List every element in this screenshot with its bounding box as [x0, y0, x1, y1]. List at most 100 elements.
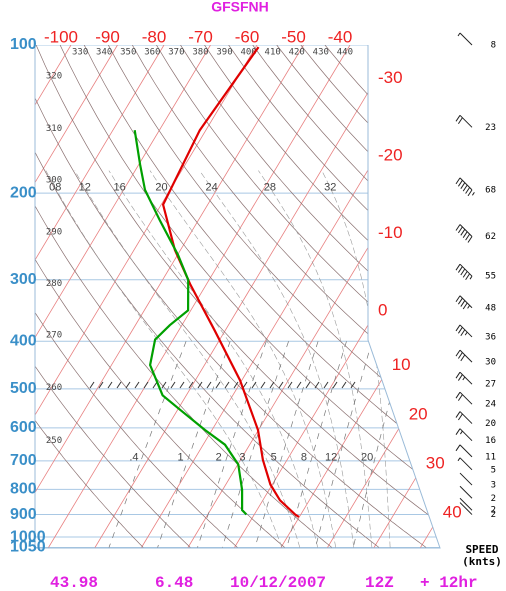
mixing-ratio-label: 2: [216, 452, 222, 464]
footer-time: 12Z: [365, 574, 394, 591]
dry-adiabat-label: 350: [120, 48, 136, 58]
dry-adiabat: [35, 45, 238, 548]
moist-adiabat: [199, 170, 355, 548]
barb-staff: [459, 497, 473, 511]
temperature-label: -60: [235, 27, 260, 46]
barb-feather: [457, 413, 463, 421]
isotherm: [35, 45, 165, 548]
barb-feather: [455, 324, 461, 332]
isotherm: [35, 45, 304, 548]
dry-adiabat: [131, 45, 440, 548]
pressure-label: 100: [10, 36, 37, 53]
dry-adiabat-label: 380: [192, 48, 208, 58]
wind-speed-label: 55: [485, 272, 496, 282]
wind-speed-label: 36: [485, 332, 496, 342]
footer-value: 43.98: [50, 574, 98, 591]
barb-feather: [457, 117, 463, 125]
temperature-label: 20: [409, 404, 428, 423]
temperature-label: -80: [142, 27, 167, 46]
sounding-line: [133, 130, 248, 516]
isotherm: [326, 45, 440, 548]
barb-feather: [460, 300, 466, 307]
mixing-ratio-line: [286, 341, 347, 548]
temperature-label: -90: [95, 27, 120, 46]
dry-adiabat-label: 370: [168, 48, 184, 58]
temperature-label: 10: [392, 355, 411, 374]
barb-feather: [464, 331, 468, 336]
wind-speed-label: 16: [485, 436, 496, 446]
hatch: [107, 381, 113, 389]
hatch: [350, 381, 356, 389]
barb-feather: [467, 236, 473, 243]
mixing-ratio-line: [157, 341, 231, 548]
hatch: [323, 381, 329, 389]
moist-adiabat-label: 24: [206, 182, 218, 194]
barb-feather: [457, 32, 461, 37]
temperature-label: -70: [188, 27, 213, 46]
moist-adiabat-label: 16: [114, 182, 126, 194]
wind-speed-label: 2: [491, 494, 496, 504]
dry-adiabat-label: 390: [216, 48, 232, 58]
barb-feather: [462, 271, 468, 278]
barb-feather: [457, 457, 461, 462]
barb-feather: [455, 224, 461, 231]
dry-adiabat-label: 340: [96, 48, 112, 58]
dry-adiabat-label: 320: [46, 71, 62, 81]
mixing-ratio-line: [254, 341, 319, 548]
hatch: [314, 381, 320, 389]
barb-feather: [455, 371, 461, 379]
hatch: [206, 381, 212, 389]
moist-adiabat: [74, 170, 301, 548]
dry-adiabat-label: 300: [46, 176, 62, 186]
dry-adiabat: [59, 45, 440, 548]
hatch: [242, 381, 248, 389]
hatch: [332, 381, 338, 389]
wind-barb: [455, 114, 473, 128]
barb-feather: [465, 273, 471, 281]
isotherm: [47, 45, 351, 548]
wind-speed-label: 48: [485, 303, 496, 313]
wind-barb: [457, 32, 473, 46]
pressure-label: 200: [10, 184, 37, 201]
barb-feather: [462, 231, 468, 238]
hatch: [179, 381, 185, 389]
barb-staff: [459, 472, 473, 486]
dry-adiabat-label: 290: [46, 227, 62, 237]
hatch: [287, 381, 293, 389]
barb-feather: [455, 115, 461, 122]
dry-adiabat-label: 430: [313, 48, 329, 58]
barb-feather: [457, 266, 463, 273]
mixing-ratio-label: 12: [325, 452, 337, 464]
barb-feather: [457, 352, 463, 359]
barb-feather: [462, 302, 468, 310]
barb-staff: [459, 324, 473, 338]
wind-barb: [459, 472, 473, 486]
dry-adiabat-label: 360: [144, 48, 160, 58]
wind-speed-label: 8: [491, 41, 496, 51]
pressure-label: 300: [10, 271, 37, 288]
hatch: [170, 381, 176, 389]
barb-feather: [457, 226, 463, 234]
temperature-label: -30: [378, 68, 403, 87]
mixing-ratio-label: 20: [361, 452, 373, 464]
wind-speed-label: 30: [485, 358, 496, 368]
dry-adiabat: [180, 45, 440, 548]
barb-staff: [459, 177, 473, 191]
wind-barb: [457, 457, 473, 471]
dry-adiabat-label: 420: [289, 48, 305, 58]
pressure-label: 700: [10, 452, 37, 469]
speed-label: SPEED: [465, 543, 498, 556]
barb-feather: [467, 189, 473, 197]
wind-speed-label: 11: [485, 452, 496, 462]
wind-barb: [455, 324, 473, 338]
barb-staff: [459, 371, 473, 385]
barb-feather: [457, 297, 463, 305]
wind-speed-label: 20: [485, 419, 496, 429]
barb-feather: [460, 329, 466, 337]
temperature-label: 40: [443, 503, 462, 522]
moist-adiabat: [321, 170, 391, 548]
barb-feather: [457, 180, 463, 187]
barb-staff: [459, 457, 473, 471]
